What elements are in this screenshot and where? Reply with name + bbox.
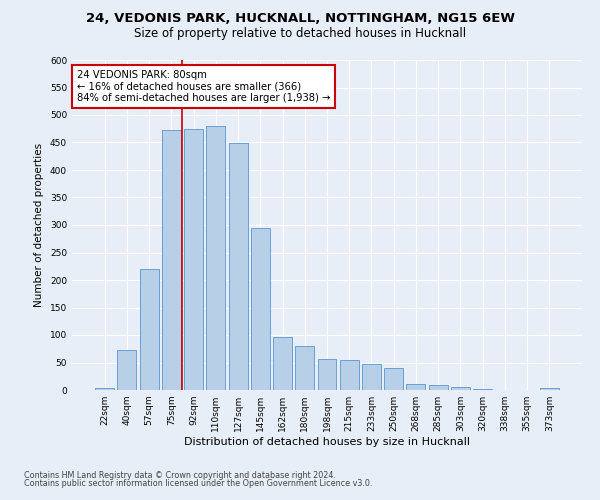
Bar [429, 384, 448, 390]
Text: Contains HM Land Registry data © Crown copyright and database right 2024.: Contains HM Land Registry data © Crown c… [24, 471, 336, 480]
Bar [362, 364, 381, 390]
Bar [295, 346, 314, 390]
Bar [184, 128, 203, 390]
Text: Size of property relative to detached houses in Hucknall: Size of property relative to detached ho… [134, 28, 466, 40]
Bar [251, 228, 270, 390]
Bar [540, 388, 559, 390]
Bar [95, 388, 114, 390]
Text: 24, VEDONIS PARK, HUCKNALL, NOTTINGHAM, NG15 6EW: 24, VEDONIS PARK, HUCKNALL, NOTTINGHAM, … [86, 12, 515, 26]
Bar [406, 384, 425, 390]
Bar [118, 350, 136, 390]
Text: 24 VEDONIS PARK: 80sqm
← 16% of detached houses are smaller (366)
84% of semi-de: 24 VEDONIS PARK: 80sqm ← 16% of detached… [77, 70, 331, 103]
Bar [451, 387, 470, 390]
Bar [273, 337, 292, 390]
Bar [140, 269, 158, 390]
Bar [162, 130, 181, 390]
X-axis label: Distribution of detached houses by size in Hucknall: Distribution of detached houses by size … [184, 437, 470, 447]
Text: Contains public sector information licensed under the Open Government Licence v3: Contains public sector information licen… [24, 478, 373, 488]
Y-axis label: Number of detached properties: Number of detached properties [34, 143, 44, 307]
Bar [229, 143, 248, 390]
Bar [317, 359, 337, 390]
Bar [340, 360, 359, 390]
Bar [384, 368, 403, 390]
Bar [206, 126, 225, 390]
